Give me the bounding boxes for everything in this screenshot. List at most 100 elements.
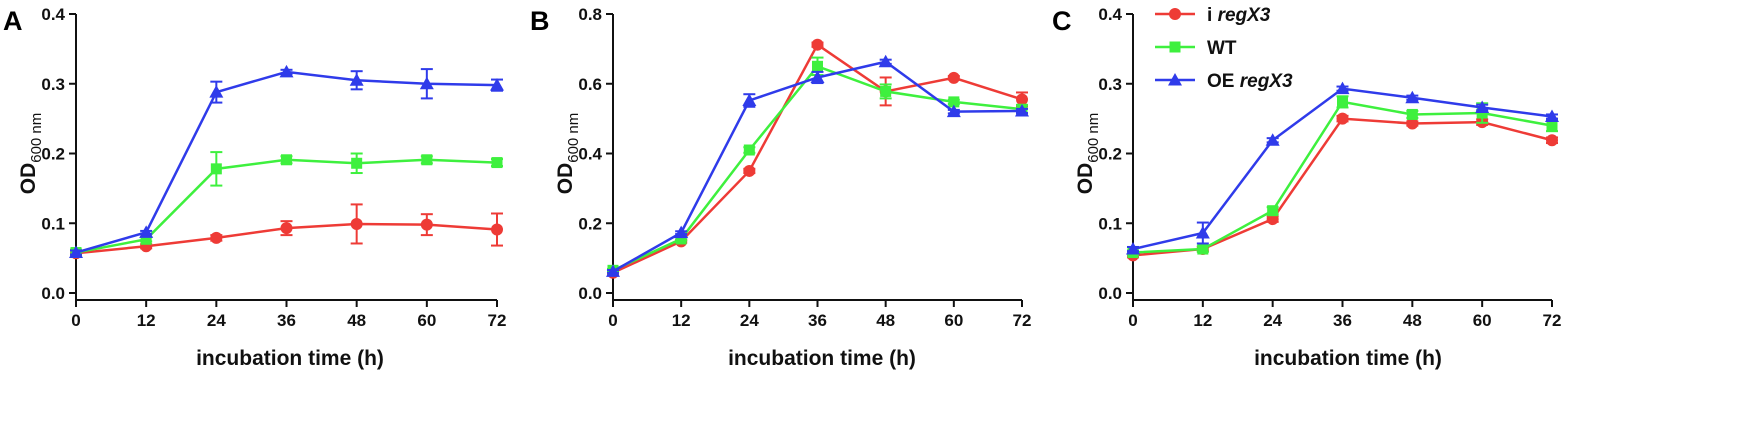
x-axis-title: incubation time (h) [1254, 347, 1442, 370]
legend-label: OE regX3 [1207, 71, 1293, 92]
x-tick-label: 24 [1263, 311, 1282, 330]
data-point [279, 64, 294, 78]
data-point [811, 38, 824, 51]
y-axis-title: OD600 nm [1074, 113, 1102, 195]
data-point [810, 70, 825, 83]
data-point [947, 71, 960, 84]
data-point [1546, 134, 1558, 147]
data-point [210, 231, 223, 244]
y-axis-title: OD600 nm [17, 113, 45, 195]
data-point [421, 154, 433, 166]
data-point [1406, 108, 1418, 120]
y-tick-label: 0.4 [578, 145, 602, 164]
x-tick-label: 60 [944, 311, 963, 330]
x-tick-label: 24 [207, 311, 226, 330]
data-point [139, 225, 154, 238]
y-tick-label: 0.1 [1098, 214, 1122, 233]
x-tick-label: 0 [71, 311, 80, 330]
x-tick-label: 48 [1403, 311, 1422, 330]
x-tick-label: 60 [417, 311, 436, 330]
data-point [1016, 93, 1028, 106]
y-tick-label: 0.3 [41, 75, 65, 94]
data-point [1197, 243, 1209, 255]
data-point [812, 60, 823, 72]
x-axis-title: incubation time (h) [196, 347, 384, 370]
x-tick-label: 72 [1013, 311, 1032, 330]
data-point [349, 73, 364, 86]
y-tick-label: 0.0 [578, 284, 602, 303]
data-point [742, 93, 757, 106]
data-point [69, 245, 83, 259]
y-tick-label: 0.8 [578, 5, 602, 24]
series-oe-regx3 [606, 54, 1029, 277]
series-wt [70, 151, 503, 259]
data-point [210, 163, 222, 175]
x-tick-label: 36 [277, 311, 296, 330]
data-point [350, 217, 363, 230]
data-point [490, 78, 504, 91]
y-tick-label: 0.0 [41, 284, 65, 303]
y-tick-label: 0.4 [1098, 5, 1122, 24]
series-wt [607, 56, 1028, 276]
data-point [1545, 109, 1559, 123]
series-line [612, 60, 1023, 273]
legend-marker [1169, 8, 1181, 20]
data-point [606, 264, 620, 277]
data-point [743, 164, 756, 177]
data-point [1195, 226, 1210, 239]
x-tick-label: 72 [488, 311, 507, 330]
series-i-regx3 [1127, 112, 1558, 262]
data-point [419, 76, 434, 90]
y-tick-label: 0.2 [1098, 145, 1122, 164]
x-tick-label: 36 [808, 311, 827, 330]
data-point [1337, 96, 1348, 108]
chart-panel-b: B 0.0 0.2 0.4 0.6 0.8 0 12 24 36 48 60 72 incubation … [530, 5, 1031, 370]
data-point [1126, 242, 1140, 255]
x-tick-label: 36 [1333, 311, 1352, 330]
data-point [140, 233, 152, 245]
y-tick-label: 0.3 [1098, 75, 1122, 94]
legend-marker [1168, 73, 1182, 86]
data-point [1335, 81, 1350, 95]
data-point [1405, 90, 1420, 104]
data-point [420, 218, 433, 231]
chart-panel-c: C 0.0 0.1 0.2 0.3 0.4 0 12 24 36 48 60 72 incubation … [1052, 5, 1561, 370]
data-point [948, 96, 960, 108]
series-i-regx3 [70, 203, 503, 260]
data-point [743, 144, 755, 156]
panel-label: C [1052, 6, 1072, 36]
data-point [280, 222, 293, 235]
data-point [946, 104, 961, 118]
x-tick-label: 0 [1128, 311, 1137, 330]
series-oe-regx3 [1126, 81, 1559, 255]
panel-label: B [530, 6, 550, 36]
series-oe-regx3 [69, 64, 504, 259]
x-axis-title: incubation time (h) [728, 347, 916, 370]
y-tick-label: 0.4 [41, 5, 65, 24]
data-point [674, 225, 689, 239]
data-point [209, 85, 224, 98]
panel-label: A [3, 6, 23, 36]
series-line [75, 158, 498, 254]
y-tick-label: 0.6 [578, 75, 602, 94]
legend: i regX3 WT OE regX3 [1155, 5, 1293, 92]
data-point [351, 157, 363, 169]
x-tick-label: 12 [137, 311, 156, 330]
y-axis-title: OD600 nm [554, 113, 582, 195]
data-point [281, 154, 292, 166]
x-tick-label: 12 [672, 311, 691, 330]
data-point [1336, 112, 1349, 125]
data-point [491, 223, 503, 236]
data-point [1015, 103, 1029, 117]
x-tick-label: 48 [347, 311, 366, 330]
data-point [1406, 117, 1419, 130]
x-tick-label: 24 [740, 311, 759, 330]
chart-panel-a: A 0.0 0.1 0.2 0.3 0.4 0 12 24 36 48 60 72 incubation … [3, 5, 506, 370]
data-point [1267, 205, 1279, 217]
data-point [491, 157, 503, 169]
data-point [1475, 100, 1490, 113]
data-point [1476, 107, 1488, 119]
data-point [675, 233, 687, 245]
data-point [1265, 133, 1280, 146]
